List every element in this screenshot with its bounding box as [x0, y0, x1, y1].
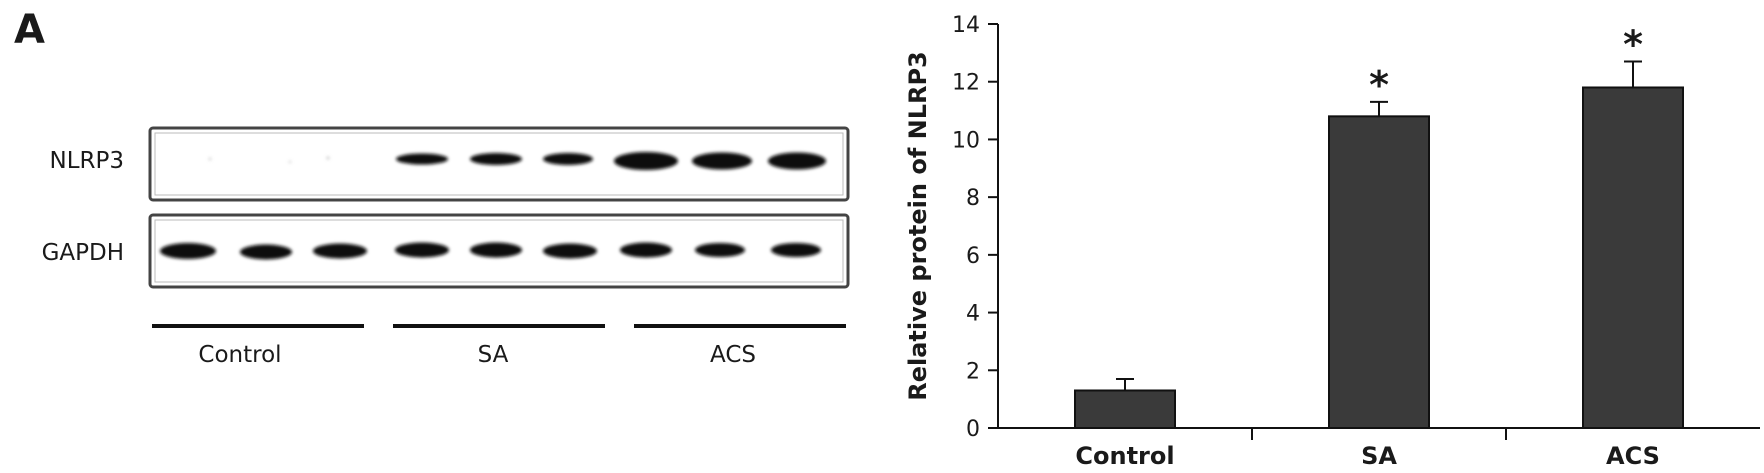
western-blot: NLRP3 GAPDH Control SA ACS: [42, 126, 850, 368]
blot-row-label-nlrp3: NLRP3: [49, 148, 124, 174]
blot-band: [326, 156, 330, 160]
blot-band: [768, 152, 826, 170]
blot-band: [692, 152, 752, 170]
bar: [1074, 389, 1176, 430]
y-tick-label: 0: [966, 417, 980, 442]
panel-label: A: [14, 7, 45, 53]
blot-group-label-sa: SA: [478, 342, 509, 368]
blot-band: [614, 152, 678, 170]
x-tick-label: ACS: [1606, 442, 1660, 470]
blot-band: [313, 243, 367, 259]
x-tick-label: SA: [1361, 442, 1397, 470]
blot-band: [396, 153, 448, 165]
blot-band: [470, 153, 522, 165]
x-tick-label: Control: [1075, 442, 1174, 470]
y-axis-label: Relative protein of NLRP3: [904, 51, 932, 401]
blot-band: [288, 160, 292, 164]
blot-band: [208, 157, 212, 161]
y-tick-label: 12: [952, 71, 980, 96]
y-tick-label: 14: [952, 13, 980, 38]
blot-band: [695, 243, 745, 257]
blot-band: [160, 243, 216, 259]
blot-band: [543, 243, 597, 259]
blot-band: [543, 153, 593, 165]
chart-bars: **: [1074, 23, 1684, 430]
blot-band: [620, 242, 672, 258]
y-tick-label: 4: [966, 302, 980, 327]
y-tick-label: 10: [952, 128, 980, 153]
bar: [1582, 86, 1684, 429]
significance-marker: *: [1369, 63, 1389, 107]
y-tick-label: 2: [966, 359, 980, 384]
blot-row-label-gapdh: GAPDH: [42, 240, 124, 266]
blot-band: [240, 244, 292, 260]
y-tick-label: 8: [966, 186, 980, 211]
blot-group-label-control: Control: [198, 342, 281, 368]
blot-group-label-acs: ACS: [710, 342, 756, 368]
significance-marker: *: [1623, 23, 1643, 67]
blot-band: [771, 243, 821, 257]
y-tick-label: 6: [966, 244, 980, 269]
blot-band: [395, 242, 449, 258]
blot-band: [470, 242, 522, 258]
bar: [1328, 115, 1430, 429]
